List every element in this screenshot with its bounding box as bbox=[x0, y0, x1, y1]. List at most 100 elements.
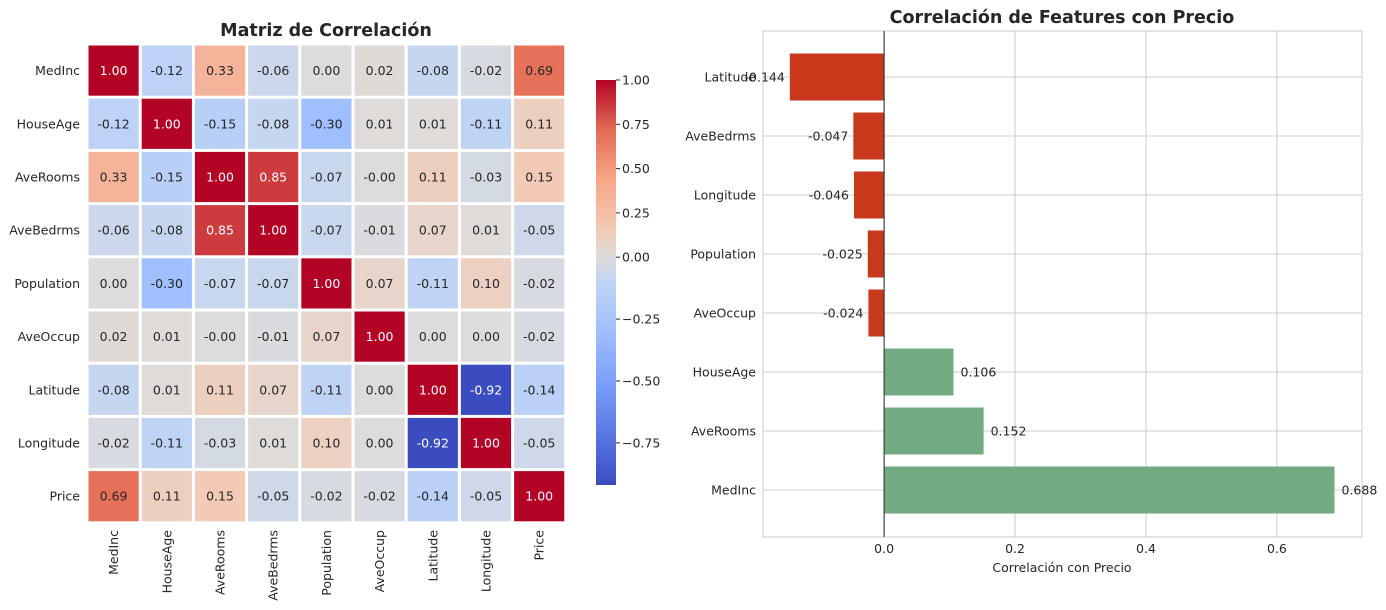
heatmap-cell-value: 1.00 bbox=[206, 170, 234, 185]
heatmap-cell bbox=[194, 471, 246, 522]
heatmap-cell bbox=[194, 258, 246, 309]
heatmap-cell bbox=[354, 151, 405, 203]
heatmap-cell-value: 0.00 bbox=[472, 329, 500, 344]
bar bbox=[884, 348, 954, 396]
heatmap-cell-value: -0.08 bbox=[151, 223, 183, 238]
heatmap-cell bbox=[514, 258, 565, 309]
heatmap-column-label: AveBedrms bbox=[266, 530, 281, 601]
heatmap-cell bbox=[301, 258, 352, 309]
heatmap-cell bbox=[354, 417, 405, 469]
heatmap-cell bbox=[460, 311, 512, 362]
heatmap-cell-value: -0.06 bbox=[257, 63, 289, 78]
heatmap-column-label: HouseAge bbox=[159, 530, 174, 594]
heatmap-title: Matriz de Correlación bbox=[220, 21, 432, 41]
heatmap-cell-value: -0.08 bbox=[257, 116, 289, 131]
heatmap-cell bbox=[407, 364, 458, 415]
heatmap-column-label: Price bbox=[532, 530, 547, 561]
heatmap-column-label: MedInc bbox=[106, 530, 121, 575]
plot-area bbox=[762, 30, 1363, 538]
heatmap-cell-value: -0.12 bbox=[151, 63, 183, 78]
colorbar-tick-label: 0.50 bbox=[622, 161, 650, 176]
heatmap-cell-value: -0.05 bbox=[257, 489, 289, 504]
bar-value-label: -0.024 bbox=[823, 306, 863, 321]
heatmap-cell-value: 0.33 bbox=[100, 170, 128, 185]
heatmap-cell-value: 0.07 bbox=[366, 276, 394, 291]
bar bbox=[853, 171, 885, 219]
heatmap-cell bbox=[248, 471, 299, 522]
bar-category-label: Longitude bbox=[694, 188, 756, 203]
heatmap-cell bbox=[248, 364, 299, 415]
heatmap-cell bbox=[407, 471, 458, 522]
heatmap-row-label: Price bbox=[50, 489, 81, 504]
heatmap-cell-value: 0.01 bbox=[259, 436, 287, 451]
heatmap-cell-value: 1.00 bbox=[525, 489, 553, 504]
heatmap-cell bbox=[194, 151, 246, 203]
bar-chart-title: Correlación de Features con Precio bbox=[890, 8, 1235, 28]
bar-category-label: AveRooms bbox=[691, 424, 756, 439]
heatmap-cell-value: 0.15 bbox=[525, 170, 553, 185]
heatmap-cell bbox=[460, 205, 512, 256]
bar-x-tick-labels: 0.0 0.2 0.4 0.6 bbox=[874, 541, 1287, 556]
heatmap-cell-value: -0.06 bbox=[97, 223, 129, 238]
heatmap-cell bbox=[141, 45, 192, 96]
bar-value-label: -0.046 bbox=[809, 188, 849, 203]
heatmap-cell-value: 0.33 bbox=[206, 63, 234, 78]
heatmap-cell bbox=[301, 98, 352, 149]
heatmap-cell bbox=[248, 417, 299, 469]
heatmap-cell bbox=[301, 205, 352, 256]
heatmap-cell bbox=[301, 45, 352, 96]
heatmap-cell-value: -0.30 bbox=[310, 116, 342, 131]
heatmap-cell bbox=[88, 364, 139, 415]
heatmap-cell bbox=[248, 258, 299, 309]
heatmap-cell bbox=[407, 45, 458, 96]
heatmap-cell-value: -0.92 bbox=[470, 382, 502, 397]
heatmap-cell-value: 1.00 bbox=[366, 329, 394, 344]
heatmap-cell bbox=[248, 98, 299, 149]
heatmap-cell-value: -0.01 bbox=[363, 223, 395, 238]
heatmap-cell-value: -0.07 bbox=[204, 276, 236, 291]
heatmap-cell bbox=[460, 471, 512, 522]
heatmap-cell-value: 0.00 bbox=[419, 329, 447, 344]
heatmap-cell bbox=[407, 417, 458, 469]
heatmap-cell-value: -0.02 bbox=[310, 489, 342, 504]
heatmap-cell bbox=[194, 417, 246, 469]
heatmap-cell bbox=[301, 364, 352, 415]
heatmap-cell bbox=[460, 258, 512, 309]
bar-value-label: 0.152 bbox=[991, 424, 1027, 439]
heatmap-cell-value: 1.00 bbox=[419, 382, 447, 397]
heatmap-cell bbox=[248, 151, 299, 203]
heatmap-cell-value: 0.07 bbox=[312, 329, 340, 344]
heatmap-cell-value: 1.00 bbox=[472, 436, 500, 451]
heatmap-cell bbox=[301, 417, 352, 469]
heatmap-cell bbox=[141, 471, 192, 522]
heatmap-cell bbox=[407, 311, 458, 362]
heatmap-cell bbox=[354, 364, 405, 415]
heatmap-x-tick-labels: MedInc HouseAge AveRooms AveBedrms Populatio… bbox=[106, 530, 547, 601]
heatmap-cell bbox=[141, 364, 192, 415]
bar-y-tick-labels: Latitude AveBedrms Longitude Population AveO… bbox=[685, 70, 756, 498]
heatmap-cell-value: 0.11 bbox=[419, 170, 447, 185]
heatmap-cell bbox=[301, 311, 352, 362]
bar-x-tick-label: 0.4 bbox=[1136, 541, 1156, 556]
heatmap-cell bbox=[194, 45, 246, 96]
heatmap-cell-value: 0.01 bbox=[366, 116, 394, 131]
heatmap-cell-value: 0.10 bbox=[472, 276, 500, 291]
bar-x-tick-label: 0.2 bbox=[1005, 541, 1025, 556]
colorbar-tick-label: −0.75 bbox=[622, 435, 660, 450]
heatmap-cell bbox=[88, 258, 139, 309]
heatmap-cell bbox=[407, 98, 458, 149]
heatmap-cell bbox=[460, 364, 512, 415]
correlation-bar-chart: Correlación de Features con Precio Latit… bbox=[685, 8, 1377, 575]
heatmap-cell-value: -0.02 bbox=[363, 489, 395, 504]
bar-category-label: Latitude bbox=[705, 70, 757, 85]
heatmap-cell bbox=[407, 258, 458, 309]
heatmap-cell bbox=[460, 151, 512, 203]
heatmap-row-label: MedInc bbox=[35, 63, 80, 78]
bar-category-label: AveOccup bbox=[694, 306, 756, 321]
bar bbox=[884, 407, 984, 455]
heatmap-cell bbox=[354, 205, 405, 256]
heatmap-cell bbox=[88, 311, 139, 362]
heatmap-cell-value: -0.14 bbox=[417, 489, 449, 504]
heatmap-cell-value: 0.00 bbox=[312, 63, 340, 78]
